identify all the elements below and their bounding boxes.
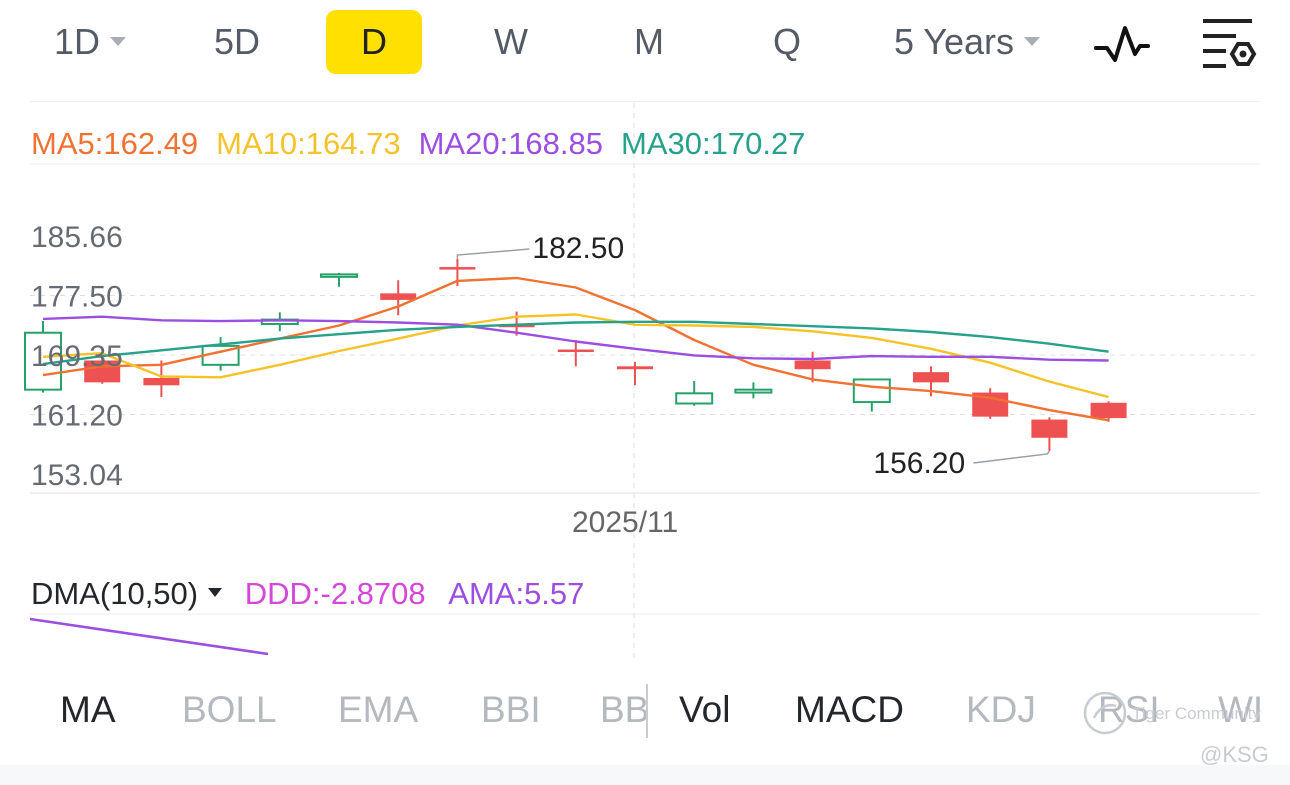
candle-body [1090,402,1127,419]
indicator-tab-rsi[interactable]: RSI [1098,682,1160,738]
indicator-tab-wi[interactable]: WI [1218,682,1262,738]
candle-down [972,388,1009,419]
candle-up [320,272,358,287]
candle-body [852,378,891,404]
period-tab-w[interactable]: W [480,10,542,74]
candle-down [617,361,653,386]
candle-body [498,324,535,328]
period-tab-label: 5D [213,21,261,62]
y-tick-label: 161.20 [31,399,123,432]
ma10-legend: MA10:164.73 [216,126,401,161]
candle-body [320,273,358,278]
ma10-line [42,313,1109,399]
candle-body [557,349,594,353]
candle-body [794,360,831,370]
ma5-legend: MA5:162.49 [31,126,199,161]
ma20-legend: MA20:168.85 [418,126,604,161]
candle-body [617,366,653,370]
candle-body [439,267,476,270]
dma-legend: DMA(10,50) DDD:-2.8708 AMA:5.57 [31,576,584,612]
candle-up [734,382,773,399]
ma5-line [42,276,1109,422]
chevron-down-icon [110,36,127,46]
indicator-label: Vol [679,689,731,730]
indicator-label: MA [60,689,116,730]
indicator-tab-ema[interactable]: EMA [338,682,418,738]
low-leader-line [973,450,1051,464]
chart-settings-icon[interactable] [1200,16,1258,72]
low-annotation: 156.20 [873,447,965,480]
dma-selector[interactable]: DMA(10,50) [31,576,223,611]
ma30-line [42,320,1109,366]
y-tick-label: 169.35 [31,340,123,373]
candle-down [380,280,417,316]
indicator-tab-ma[interactable]: MA [60,682,116,738]
indicator-label: WI [1218,689,1262,730]
indicator-tab-macd[interactable]: MACD [795,682,904,738]
period-tab-q[interactable]: Q [756,10,818,74]
candle-body [734,388,773,394]
indicator-label: BBI [481,689,541,730]
indicator-divider [646,684,648,738]
y-tick-label: 185.66 [31,221,123,254]
line-chart-icon[interactable] [1093,22,1151,66]
dma-name: DMA(10,50) [31,576,199,611]
candle-down [143,360,180,397]
candle-body [143,377,180,386]
candle-body [913,372,949,383]
chevron-down-icon [1024,36,1041,46]
candle-down [1031,417,1068,451]
period-tab-5-years[interactable]: 5 Years [882,10,1052,74]
watermark-user: @KSG [1200,742,1269,767]
candlestick-chart[interactable]: 182.50 156.20 185.66 177.50 169.35 161.20 153… [0,0,1290,660]
period-tab-5d[interactable]: 5D [196,10,278,74]
candle-down [557,340,594,367]
candle-up [675,380,714,406]
ama-value: AMA:5.57 [448,576,585,611]
indicator-label: MACD [795,689,904,730]
indicator-label: BOLL [182,689,277,730]
x-axis-label: 2025/11 [572,506,679,539]
candle-up [260,312,299,332]
tiger-logo-icon [1083,691,1127,735]
indicator-label: RSI [1098,689,1160,730]
candle-body [675,392,714,405]
ma-legend: MA5:162.49 MA10:164.73 MA20:168.85 MA30:170… [31,126,823,162]
high-leader-line [456,248,530,260]
y-tick-label: 153.04 [31,459,123,492]
period-tab-label: W [494,21,528,62]
watermark-community: Tiger Community [1132,704,1261,723]
indicator-label: KDJ [966,689,1036,730]
ama-line [29,617,269,656]
ma30-legend: MA30:170.27 [621,126,806,161]
indicator-label: BB [600,689,646,730]
caret-down-icon [208,588,223,598]
period-tab-m[interactable]: M [616,10,682,74]
indicator-tab-vol[interactable]: Vol [679,682,730,738]
period-tab-label: 5 Years [893,21,1015,62]
high-annotation: 182.50 [532,232,624,265]
indicator-label: EMA [338,689,419,730]
period-tab-label: 1D [53,21,101,62]
candle-down [794,351,831,383]
period-tab-d[interactable]: D [326,10,422,74]
period-tab-label: D [361,21,387,62]
indicator-tab-bbi[interactable]: BBI [481,682,541,738]
indicator-tab-kdj[interactable]: KDJ [966,682,1036,738]
ddd-value: DDD:-2.8708 [244,576,426,611]
candle-body [24,331,62,391]
candle-body [1031,419,1068,438]
bottom-bar [0,765,1290,785]
candle-body [380,293,417,300]
indicator-tab-boll[interactable]: BOLL [182,682,277,738]
ma20-line [42,315,1109,362]
candle-up [24,321,62,393]
y-tick-label: 177.50 [31,281,123,314]
period-tab-1d[interactable]: 1D [40,10,140,74]
period-tab-label: Q [772,21,801,62]
toolbar-divider [30,101,1260,102]
candle-down [1090,401,1127,422]
period-tab-label: M [634,21,664,62]
indicator-tab-bb[interactable]: BB [600,682,646,738]
